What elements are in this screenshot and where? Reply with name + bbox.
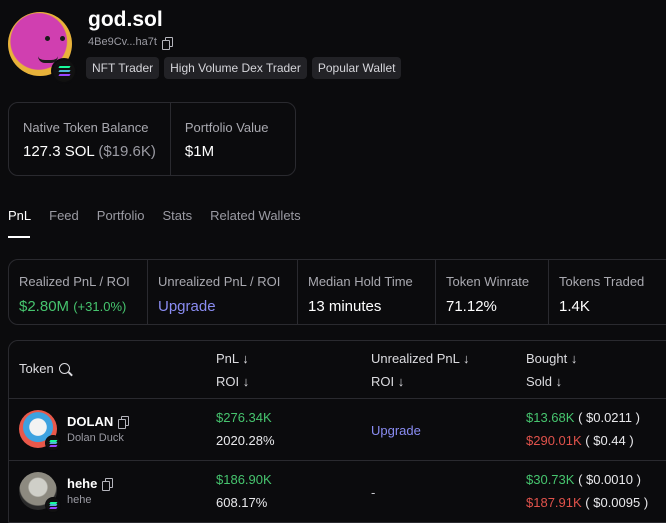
- token-name: DOLAN: [67, 414, 114, 429]
- avatar-mouth-icon: [38, 56, 58, 63]
- sold-value: $187.91K ( $0.0095 ): [526, 495, 649, 510]
- portfolio-value-cell: Portfolio Value $1M: [169, 103, 283, 175]
- wallet-address-row: 4Be9Cv...ha7t: [88, 36, 173, 50]
- avatar-eye-icon: [60, 36, 65, 41]
- realized-pnl-value: $2.80M (+31.0%): [19, 298, 127, 315]
- native-balance-label: Native Token Balance: [23, 120, 149, 135]
- native-balance-cell: Native Token Balance 127.3 SOL ($19.6K): [9, 103, 170, 175]
- solana-chain-icon: [51, 58, 77, 84]
- unrealized-upgrade-link[interactable]: Upgrade: [158, 298, 216, 315]
- pnl-value: $276.34K: [216, 410, 272, 425]
- portfolio-value: $1M: [184, 143, 215, 160]
- solana-chain-icon: [45, 435, 61, 451]
- search-icon[interactable]: [58, 363, 70, 374]
- balance-summary: Native Token Balance 127.3 SOL ($19.6K) …: [8, 102, 296, 176]
- copy-icon[interactable]: [161, 36, 173, 50]
- stat-tokens-traded: Tokens Traded 1.4K: [559, 274, 645, 315]
- solana-chain-icon: [45, 497, 61, 513]
- bought-sort-header[interactable]: Bought ↓: [526, 351, 578, 366]
- token-subtitle: hehe: [67, 494, 92, 506]
- bought-value: $30.73K ( $0.0010 ): [526, 472, 641, 487]
- tab-related-wallets[interactable]: Related Wallets: [210, 208, 301, 223]
- token-column-header[interactable]: Token: [19, 361, 70, 376]
- tab-pnl[interactable]: PnL: [8, 208, 32, 223]
- stat-unrealized-pnl: Unrealized PnL / ROI Upgrade: [148, 260, 298, 324]
- table-row[interactable]: hehe hehe $186.90K 608.17% - $30.73K ( $…: [9, 461, 666, 523]
- token-pnl-table: Token PnL ↓ ROI ↓ Unrealized PnL ↓ ROI ↓…: [8, 340, 666, 523]
- token-cell: DOLAN Dolan Duck: [67, 414, 130, 444]
- token-name: hehe: [67, 476, 98, 491]
- unrealized-value: -: [371, 485, 376, 500]
- avatar-eye-icon: [45, 36, 50, 41]
- tag-popular-wallet: Popular Wallet: [311, 57, 402, 79]
- tab-bar: PnL Feed Portfolio Stats Related Wallets: [8, 208, 301, 223]
- pnl-value: $186.90K: [216, 472, 272, 487]
- token-subtitle: Dolan Duck: [67, 432, 124, 444]
- pnl-sort-header[interactable]: PnL ↓: [216, 351, 249, 366]
- unrealized-roi-sort-header[interactable]: ROI ↓: [371, 374, 405, 389]
- unrealized-pnl-sort-header[interactable]: Unrealized PnL ↓: [371, 351, 470, 366]
- sold-value: $290.01K ( $0.44 ): [526, 433, 634, 448]
- unrealized-upgrade-link[interactable]: Upgrade: [371, 423, 421, 438]
- portfolio-value-label: Portfolio Value: [184, 120, 269, 135]
- bought-value: $13.68K ( $0.0211 ): [526, 410, 640, 425]
- tag-nft-trader: NFT Trader: [86, 57, 160, 79]
- stat-realized-pnl: Realized PnL / ROI $2.80M (+31.0%): [9, 260, 148, 324]
- copy-icon[interactable]: [102, 478, 114, 491]
- stat-token-winrate: Token Winrate 71.12%: [436, 260, 549, 324]
- tab-stats[interactable]: Stats: [162, 208, 193, 223]
- pnl-stats-bar: Realized PnL / ROI $2.80M (+31.0%) Unrea…: [8, 259, 666, 325]
- tab-portfolio[interactable]: Portfolio: [96, 208, 145, 223]
- native-balance-usd: ($19.6K): [98, 143, 156, 160]
- sold-sort-header[interactable]: Sold ↓: [526, 374, 563, 389]
- roi-value: 608.17%: [216, 495, 268, 510]
- wallet-tags: NFT Trader High Volume Dex Trader Popula…: [86, 57, 402, 79]
- tab-feed[interactable]: Feed: [49, 208, 79, 223]
- copy-icon[interactable]: [118, 416, 130, 429]
- hehe-token-icon: [19, 472, 61, 513]
- roi-value: 2020.28%: [216, 433, 275, 448]
- table-row[interactable]: DOLAN Dolan Duck $276.34K 2020.28% Upgra…: [9, 399, 666, 461]
- native-balance-value: 127.3 SOL ($19.6K): [23, 143, 156, 160]
- wallet-address: 4Be9Cv...ha7t: [88, 36, 157, 48]
- token-cell: hehe hehe: [67, 476, 114, 506]
- roi-sort-header[interactable]: ROI ↓: [216, 374, 250, 389]
- tag-high-volume-dex-trader: High Volume Dex Trader: [164, 57, 307, 79]
- table-header: Token PnL ↓ ROI ↓ Unrealized PnL ↓ ROI ↓…: [9, 341, 666, 399]
- wallet-name: god.sol: [88, 8, 163, 31]
- active-tab-indicator: [8, 236, 30, 238]
- stat-median-hold-time: Median Hold Time 13 minutes: [298, 260, 436, 324]
- realized-roi: (+31.0%): [73, 299, 127, 314]
- dolan-token-icon: [19, 410, 61, 451]
